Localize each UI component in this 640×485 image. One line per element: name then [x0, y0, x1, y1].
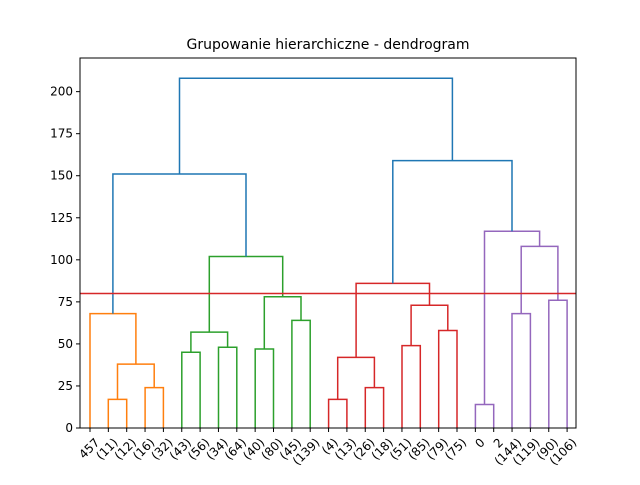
y-tick-label-0: 0 — [65, 421, 73, 435]
y-tick-label-175: 175 — [50, 127, 73, 141]
plot-frame — [79, 57, 577, 429]
y-tick-label-100: 100 — [50, 253, 73, 267]
y-tick-label-25: 25 — [58, 379, 73, 393]
y-axis: 0 25 50 75 100 125 150 175 200 — [50, 85, 80, 435]
dendrogram-links — [89, 77, 568, 428]
y-tick-label-150: 150 — [50, 169, 73, 183]
y-tick-label-125: 125 — [50, 211, 73, 225]
y-tick-label-50: 50 — [58, 337, 73, 351]
dendrogram-link-25 — [178, 77, 454, 174]
chart-title: Grupowanie hierarchiczne - dendrogram — [186, 37, 469, 53]
y-tick-label-75: 75 — [58, 295, 73, 309]
y-tick-label-200: 200 — [50, 85, 73, 99]
